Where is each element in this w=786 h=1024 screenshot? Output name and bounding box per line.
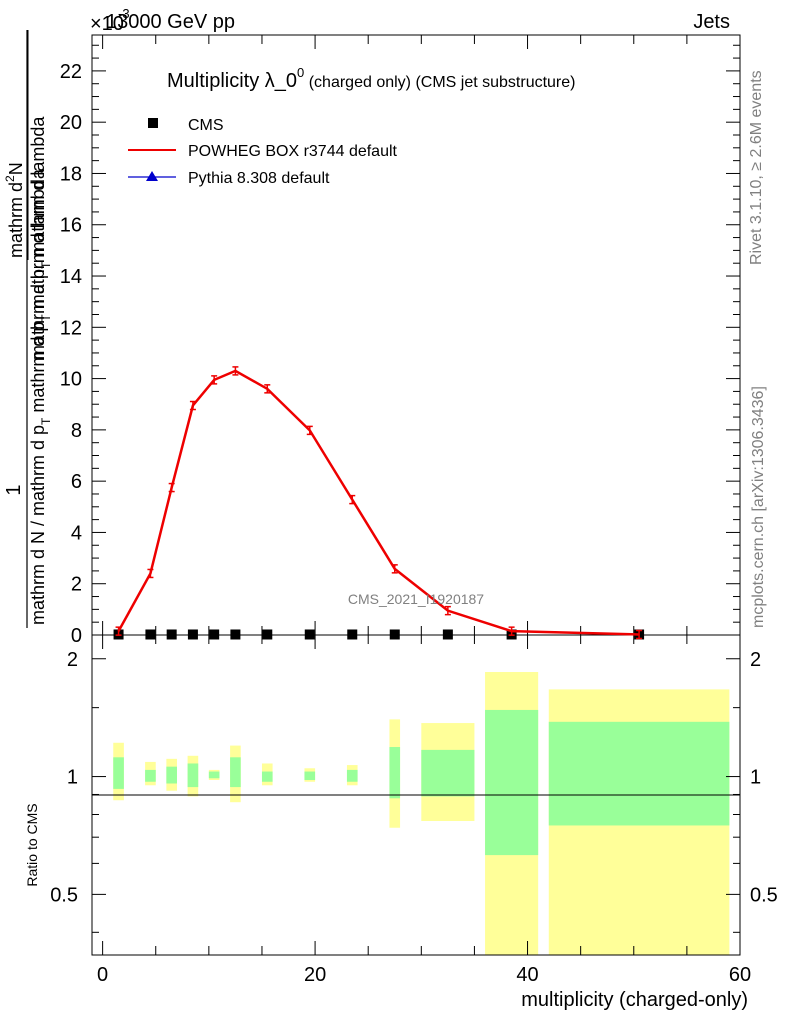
ratio-y-tick-label: 1 xyxy=(67,767,78,789)
y-tick-label: 10 xyxy=(60,369,82,391)
y-tick-label: 16 xyxy=(60,215,82,237)
legend-cms-label: CMS xyxy=(188,117,224,134)
analysis-watermark: CMS_2021_I1920187 xyxy=(348,591,484,607)
y-label-num-a: mathrm d xyxy=(6,182,26,258)
x-tick-label: 20 xyxy=(304,964,326,986)
cms-data-point xyxy=(209,629,220,640)
ratio-y-tick-label-right: 2 xyxy=(750,649,761,671)
cms-data-point xyxy=(166,629,177,640)
ratio-inner-band xyxy=(421,749,475,797)
x-tick-label: 0 xyxy=(97,964,108,986)
ratio-inner-band xyxy=(230,757,241,788)
y-label-den-a: mathrm d N / mathrm d p xyxy=(28,425,48,625)
ratio-inner-band xyxy=(113,757,124,789)
y-label-den-a-sub: T xyxy=(39,417,53,425)
y-label-den-b: mathrm d p xyxy=(28,322,48,418)
y-tick-label: 14 xyxy=(60,266,82,288)
energy-label: 13000 GeV pp xyxy=(106,11,235,33)
cms-data-point xyxy=(145,629,156,640)
main-title-lead: Multiplicity λ_0 xyxy=(167,70,297,92)
ratio-inner-band xyxy=(389,747,401,799)
main-title-sup: 0 xyxy=(297,65,304,80)
y-label-num-a-sup: 2 xyxy=(3,175,17,182)
x-axis-label: multiplicity (charged-only) xyxy=(521,989,748,1011)
cms-data-point xyxy=(230,629,241,640)
y-tick-label: 0 xyxy=(71,625,82,647)
y-label-inner-denominator: mathrm d pT mathrm d lambda xyxy=(28,116,53,360)
y-label-den-b-sub: T xyxy=(39,314,53,322)
cms-data-point xyxy=(262,629,273,640)
y-tick-label: 2 xyxy=(71,574,82,596)
legend-powheg-label: POWHEG BOX r3744 default xyxy=(188,143,398,160)
y-tick-label: 6 xyxy=(71,471,82,493)
exponent-value: -3 xyxy=(118,6,130,21)
y-label-denominator: mathrm d N / mathrm d pT mathrm d pT mat… xyxy=(28,168,53,625)
y-tick-label: 12 xyxy=(60,317,82,339)
cms-data-point xyxy=(442,629,453,640)
cms-data-point xyxy=(187,629,198,640)
y-tick-label: 20 xyxy=(60,112,82,134)
ratio-y-tick-label-right: 1 xyxy=(750,767,761,789)
y-label-num3-sub: T xyxy=(39,261,53,269)
ratio-bands xyxy=(113,672,730,955)
process-label: Jets xyxy=(693,11,730,33)
main-y-label: 1 mathrm d N / mathrm d pT mathrm d pT m… xyxy=(3,30,53,628)
legend-cms-marker xyxy=(148,118,158,128)
ratio-inner-band xyxy=(187,763,199,788)
y-label-inner-numerator: mathrm d2N xyxy=(3,162,26,258)
ratio-y-tick-label: 0.5 xyxy=(50,884,78,906)
cms-data-point xyxy=(304,629,315,640)
chart-series xyxy=(113,366,645,640)
y-label-num3: mathrm d p xyxy=(28,269,48,360)
ratio-y-tick-label: 2 xyxy=(67,649,78,671)
y-label-num-a-tail: N xyxy=(6,162,26,175)
ratio-inner-band xyxy=(166,766,177,784)
ratio-inner-band xyxy=(346,769,358,782)
ratio-y-label: Ratio to CMS xyxy=(24,803,40,886)
x-tick-label: 60 xyxy=(729,964,751,986)
y-label-den-c: mathrm d lambda xyxy=(28,168,48,314)
x-tick-label: 40 xyxy=(516,964,538,986)
y-tick-label: 4 xyxy=(71,522,82,544)
legend-pythia-label: Pythia 8.308 default xyxy=(188,170,330,187)
y-label-numerator: 1 xyxy=(3,484,25,495)
y-tick-label: 8 xyxy=(71,420,82,442)
main-title: Multiplicity λ_00 (charged only) (CMS je… xyxy=(167,65,575,92)
ratio-inner-band xyxy=(548,721,730,826)
ratio-inner-band xyxy=(304,771,316,780)
legend-pythia-marker xyxy=(146,171,158,181)
cms-data-point xyxy=(347,629,358,640)
mcplots-label: mcplots.cern.ch [arXiv:1306.3436] xyxy=(750,386,767,628)
y-tick-label: 18 xyxy=(60,163,82,185)
rivet-label: Rivet 3.1.10, ≥ 2.6M events xyxy=(748,70,765,265)
ratio-inner-band xyxy=(485,709,539,856)
ratio-inner-band xyxy=(261,771,273,782)
ratio-y-tick-label-right: 0.5 xyxy=(750,884,778,906)
main-title-tail: (charged only) (CMS jet substructure) xyxy=(304,74,575,91)
y-label-num3-tail: mathrm d lambda xyxy=(28,116,48,262)
ratio-inner-band xyxy=(145,769,156,782)
exponent-label: ×10 xyxy=(90,13,124,35)
ratio-plot-frame xyxy=(91,634,741,956)
ratio-inner-band xyxy=(208,771,220,779)
cms-data-point xyxy=(389,629,400,640)
y-tick-label: 22 xyxy=(60,61,82,83)
